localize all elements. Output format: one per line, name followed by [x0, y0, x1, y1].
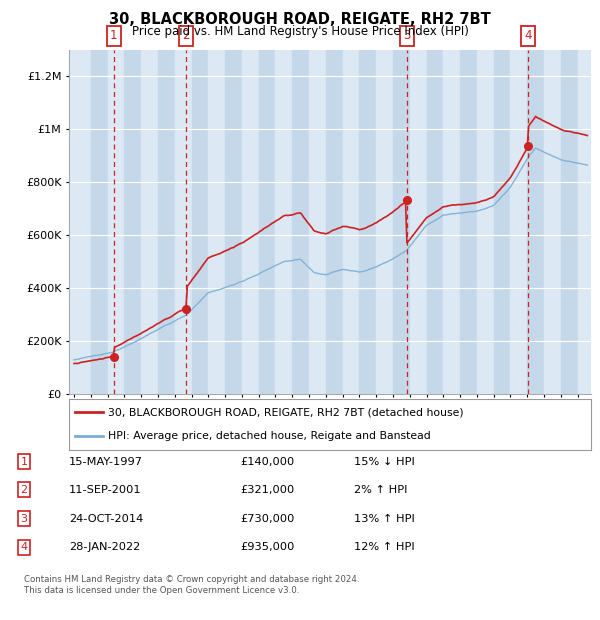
Text: 1: 1	[110, 29, 118, 42]
Text: £140,000: £140,000	[240, 457, 294, 467]
Bar	[544, 50, 561, 394]
Text: 2: 2	[182, 29, 190, 42]
Bar	[343, 50, 359, 394]
Text: 2% ↑ HPI: 2% ↑ HPI	[354, 485, 407, 495]
Bar	[494, 50, 511, 394]
Bar	[460, 50, 477, 394]
Bar	[410, 50, 427, 394]
Bar	[124, 50, 141, 394]
Text: £321,000: £321,000	[240, 485, 294, 495]
Text: 24-OCT-2014: 24-OCT-2014	[69, 514, 143, 524]
Text: 28-JAN-2022: 28-JAN-2022	[69, 542, 140, 552]
Text: 30, BLACKBOROUGH ROAD, REIGATE, RH2 7BT (detached house): 30, BLACKBOROUGH ROAD, REIGATE, RH2 7BT …	[108, 407, 464, 417]
Bar	[191, 50, 208, 394]
Bar	[477, 50, 494, 394]
Bar	[578, 50, 595, 394]
Text: 2: 2	[20, 485, 28, 495]
Text: 4: 4	[20, 542, 28, 552]
Bar	[208, 50, 225, 394]
Text: 3: 3	[403, 29, 410, 42]
Bar	[443, 50, 460, 394]
Bar	[309, 50, 326, 394]
Bar	[275, 50, 292, 394]
Bar	[91, 50, 107, 394]
Bar	[359, 50, 376, 394]
Bar	[225, 50, 242, 394]
Bar	[242, 50, 259, 394]
Text: 3: 3	[20, 514, 28, 524]
Bar	[427, 50, 443, 394]
Text: HPI: Average price, detached house, Reigate and Banstead: HPI: Average price, detached house, Reig…	[108, 431, 431, 441]
Text: This data is licensed under the Open Government Licence v3.0.: This data is licensed under the Open Gov…	[24, 586, 299, 595]
Bar	[175, 50, 191, 394]
Text: 4: 4	[524, 29, 532, 42]
Text: Price paid vs. HM Land Registry's House Price Index (HPI): Price paid vs. HM Land Registry's House …	[131, 25, 469, 38]
Bar	[107, 50, 124, 394]
Bar	[292, 50, 309, 394]
Text: 1: 1	[20, 457, 28, 467]
Text: 15% ↓ HPI: 15% ↓ HPI	[354, 457, 415, 467]
Bar	[141, 50, 158, 394]
Bar	[376, 50, 393, 394]
Text: 12% ↑ HPI: 12% ↑ HPI	[354, 542, 415, 552]
Text: Contains HM Land Registry data © Crown copyright and database right 2024.: Contains HM Land Registry data © Crown c…	[24, 575, 359, 584]
Bar	[511, 50, 527, 394]
Bar	[527, 50, 544, 394]
Bar	[74, 50, 91, 394]
Bar	[158, 50, 175, 394]
Bar	[326, 50, 343, 394]
Text: £730,000: £730,000	[240, 514, 295, 524]
Text: 30, BLACKBOROUGH ROAD, REIGATE, RH2 7BT: 30, BLACKBOROUGH ROAD, REIGATE, RH2 7BT	[109, 12, 491, 27]
Text: 11-SEP-2001: 11-SEP-2001	[69, 485, 142, 495]
Bar	[259, 50, 275, 394]
Bar	[393, 50, 410, 394]
Text: 15-MAY-1997: 15-MAY-1997	[69, 457, 143, 467]
Text: 13% ↑ HPI: 13% ↑ HPI	[354, 514, 415, 524]
Text: £935,000: £935,000	[240, 542, 295, 552]
Bar	[561, 50, 578, 394]
